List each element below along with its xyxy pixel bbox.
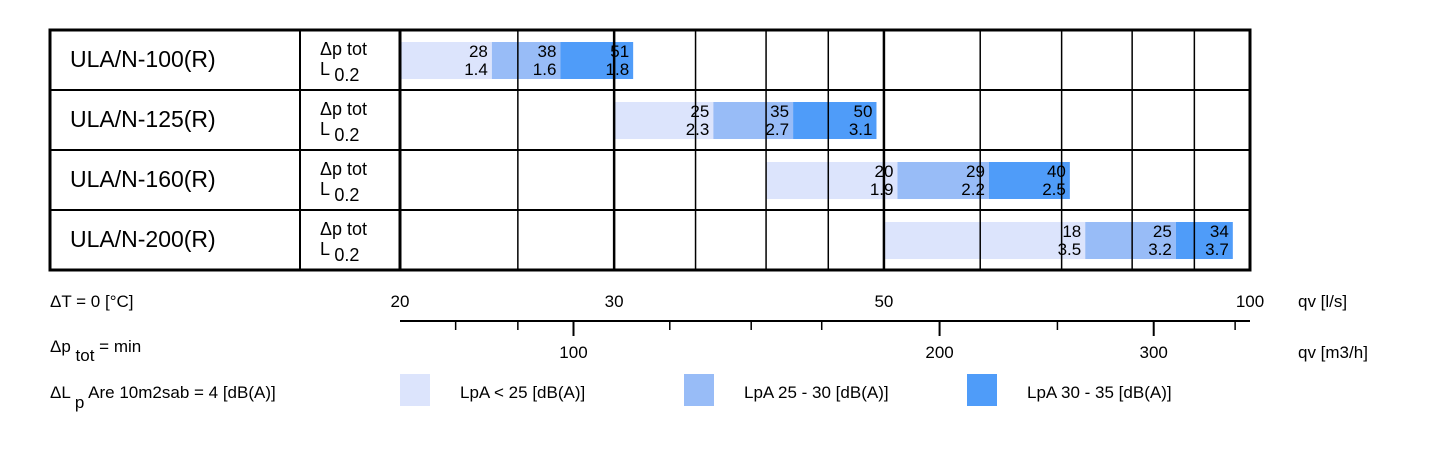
legend-swatch [684,374,714,406]
row-param-l-label: L 0.2 [320,59,359,85]
bar-label-dp: 25 [1153,222,1172,241]
row-param-l-label: L 0.2 [320,179,359,205]
legend-label: LpA < 25 [dB(A)] [460,383,585,402]
bar-label-l02: 1.4 [464,60,488,79]
row-param-dp-label: Δp tot [320,39,367,59]
row-param-dp-label: Δp tot [320,99,367,119]
bar-label-dp: 35 [770,102,789,121]
bar-label-dp: 38 [538,42,557,61]
x-axis-unit-m3h: qv [m3/h] [1298,343,1368,362]
row-param-l-label: L 0.2 [320,119,359,145]
bar-segment [400,42,492,79]
bar-label-dp: 50 [854,102,873,121]
x-tick-label: 20 [391,292,410,311]
x2-tick-label: 100 [559,343,587,362]
bar-label-dp: 25 [690,102,709,121]
bar-segment [1175,222,1233,259]
row-param-dp-label: Δp tot [320,159,367,179]
x2-tick-label: 300 [1140,343,1168,362]
bar-label-l02: 1.8 [606,60,630,79]
legend-label: LpA 30 - 35 [dB(A)] [1027,383,1172,402]
bar-label-dp: 29 [966,162,985,181]
delta-l-note: ΔL p Are 10m2sab = 4 [dB(A)] [50,383,276,412]
dp-min-note: Δp tot = min [50,337,141,365]
delta-t-note: ΔT = 0 [°C] [50,292,134,311]
bar-segment [614,102,714,139]
bar-segment [491,42,561,79]
x-tick-label: 30 [605,292,624,311]
bar-label-l02: 1.6 [533,60,557,79]
x-tick-label: 100 [1236,292,1264,311]
bar-segment [988,162,1070,199]
bar-label-dp: 40 [1047,162,1066,181]
legend-label: LpA 25 - 30 [dB(A)] [744,383,889,402]
row-model-label: ULA/N-125(R) [70,106,216,132]
bar-segment [897,162,989,199]
row-param-l-label: L 0.2 [320,239,359,265]
bar-label-l02: 2.7 [765,120,789,139]
bar-segment [793,102,877,139]
row-model-label: ULA/N-160(R) [70,166,216,192]
bar-segment [713,102,794,139]
bar-label-l02: 2.3 [686,120,710,139]
bar-label-l02: 3.5 [1058,240,1082,259]
bar-segment [560,42,634,79]
bar-segment [766,162,898,199]
bar-label-dp: 34 [1210,222,1229,241]
row-model-label: ULA/N-100(R) [70,46,216,72]
row-model-label: ULA/N-200(R) [70,226,216,252]
x2-tick-label: 200 [925,343,953,362]
bar-segment [1085,222,1176,259]
row-param-dp-label: Δp tot [320,219,367,239]
legend-swatch [967,374,997,406]
bar-label-dp: 28 [469,42,488,61]
bar-label-l02: 1.9 [870,180,894,199]
bar-label-l02: 3.2 [1148,240,1172,259]
bar-segment [883,222,1086,259]
bar-label-l02: 2.5 [1042,180,1066,199]
bar-label-l02: 2.2 [961,180,985,199]
x-axis-unit-ls: qv [l/s] [1298,292,1347,311]
bar-label-l02: 3.7 [1205,240,1229,259]
table-frame [48,28,1252,272]
bar-label-l02: 3.1 [849,120,873,139]
bar-label-dp: 18 [1062,222,1081,241]
legend-swatch [400,374,430,406]
x-tick-label: 50 [874,292,893,311]
